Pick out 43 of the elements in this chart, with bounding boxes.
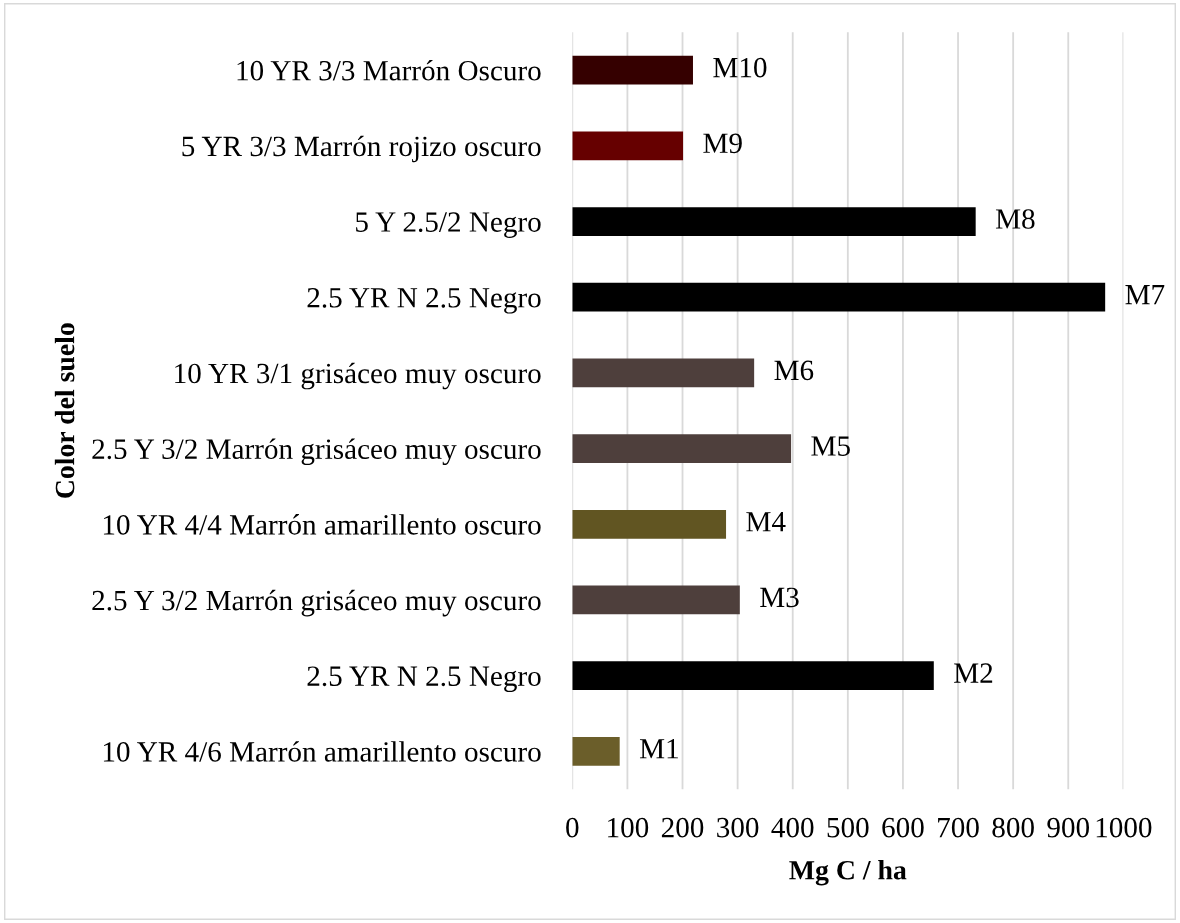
bar bbox=[572, 358, 755, 388]
y-tick-label: 2.5 YR N 2.5 Negro bbox=[307, 666, 541, 693]
bar bbox=[572, 282, 1106, 312]
data-label: M9 bbox=[703, 133, 742, 154]
y-tick-label: 2.5 Y 3/2 Marrón grisáceo muy oscuro bbox=[92, 589, 541, 617]
y-tick-label: 2.5 Y 3/2 Marrón grisáceo muy oscuro bbox=[92, 438, 541, 466]
y-tick-label: 10 YR 4/4 Marrón amarillento oscuro bbox=[103, 514, 541, 535]
y-tick-label: 10 YR 4/6 Marrón amarillento oscuro bbox=[103, 741, 541, 762]
y-tick-label: 10 YR 3/3 Marrón Oscuro bbox=[237, 59, 541, 81]
bar bbox=[572, 207, 976, 236]
data-label: M10 bbox=[713, 57, 767, 78]
bar bbox=[572, 585, 740, 615]
bar bbox=[572, 661, 934, 691]
y-tick-label: 2.5 YR N 2.5 Negro bbox=[307, 287, 541, 314]
data-label: M3 bbox=[760, 587, 799, 608]
data-label: M6 bbox=[774, 360, 814, 381]
y-tick-label: 5 YR 3/3 Marrón rojizo oscuro bbox=[182, 135, 541, 163]
x-tick-label: 900 bbox=[1047, 817, 1090, 838]
x-tick-label: 100 bbox=[608, 817, 649, 838]
data-label: M4 bbox=[746, 512, 786, 532]
x-tick-label: 700 bbox=[938, 817, 979, 838]
bar bbox=[572, 736, 620, 766]
data-label: M8 bbox=[995, 209, 1035, 229]
x-tick-label: 500 bbox=[827, 817, 869, 838]
data-label: M1 bbox=[639, 739, 678, 759]
x-tick-label: 400 bbox=[771, 817, 814, 838]
y-axis-title: Color del suelo bbox=[54, 323, 75, 498]
data-label: M7 bbox=[1125, 285, 1165, 305]
bar bbox=[572, 131, 684, 161]
data-label: M2 bbox=[954, 663, 993, 683]
bar bbox=[572, 55, 693, 85]
bar bbox=[572, 434, 792, 463]
x-tick-label: 1000 bbox=[1096, 817, 1152, 838]
x-tick-label: 200 bbox=[661, 817, 704, 838]
bar bbox=[572, 509, 727, 539]
x-tick-label: 300 bbox=[717, 817, 759, 838]
y-tick-label: 5 Y 2.5/2 Negro bbox=[356, 212, 541, 238]
x-tick-label: 600 bbox=[882, 817, 924, 838]
x-axis-title: Mg C / ha bbox=[789, 860, 907, 886]
x-tick-label: 0 bbox=[566, 817, 579, 838]
x-tick-label: 800 bbox=[992, 817, 1034, 838]
y-tick-label: 10 YR 3/1 grisáceo muy oscuro bbox=[175, 362, 541, 390]
data-label: M5 bbox=[811, 436, 850, 456]
